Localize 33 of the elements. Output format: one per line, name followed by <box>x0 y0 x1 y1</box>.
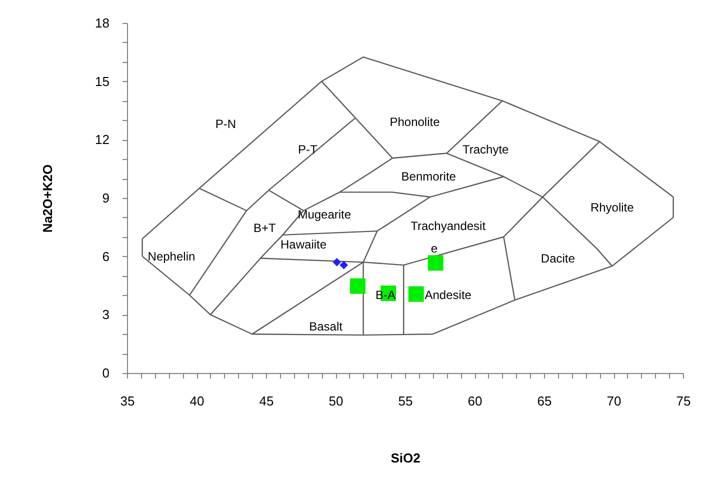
x-tick-label: 60 <box>468 394 482 408</box>
x-tick-label: 65 <box>537 394 552 408</box>
annotation: Trachyandesit <box>410 219 486 234</box>
y-tick-label: 6 <box>102 248 110 264</box>
annotation: Benmorite <box>401 170 456 184</box>
annotation: Phonolite <box>390 115 440 130</box>
annotation: Hawaiite <box>280 238 327 252</box>
y-tick-label: 9 <box>102 190 110 206</box>
x-tick-label: 55 <box>398 394 413 408</box>
y-tick-label: 18 <box>95 16 110 30</box>
y-tick-label: 3 <box>102 307 110 322</box>
annotation: e <box>430 242 438 256</box>
y-tick-label: 15 <box>95 74 110 89</box>
y-tick-label: 0 <box>102 366 110 380</box>
annotation: Dacite <box>540 251 576 266</box>
x-tick-label: 50 <box>328 394 344 408</box>
annotation: Basalt <box>309 319 344 334</box>
x-tick-label: 75 <box>676 394 691 408</box>
annotation: Trachyte <box>462 142 510 156</box>
annotation: Andesite <box>424 288 472 302</box>
x-axis-title: SiO2 <box>390 450 420 466</box>
annotation: B+T <box>253 221 276 236</box>
annotation: Mugearite <box>298 208 352 222</box>
y-axis-title: Na2O+K2O <box>40 164 56 233</box>
x-tick-label: 45 <box>259 394 274 408</box>
x-tick-label: 70 <box>606 394 622 408</box>
annotation: Rhyolite <box>590 200 634 215</box>
annotation: Nephelin <box>148 249 196 264</box>
x-tick-label: 40 <box>190 394 204 408</box>
x-tick-label: 35 <box>120 394 135 408</box>
annotation: P-T <box>298 142 318 156</box>
y-tick-label: 12 <box>95 132 110 148</box>
annotation: P-N <box>215 117 236 132</box>
